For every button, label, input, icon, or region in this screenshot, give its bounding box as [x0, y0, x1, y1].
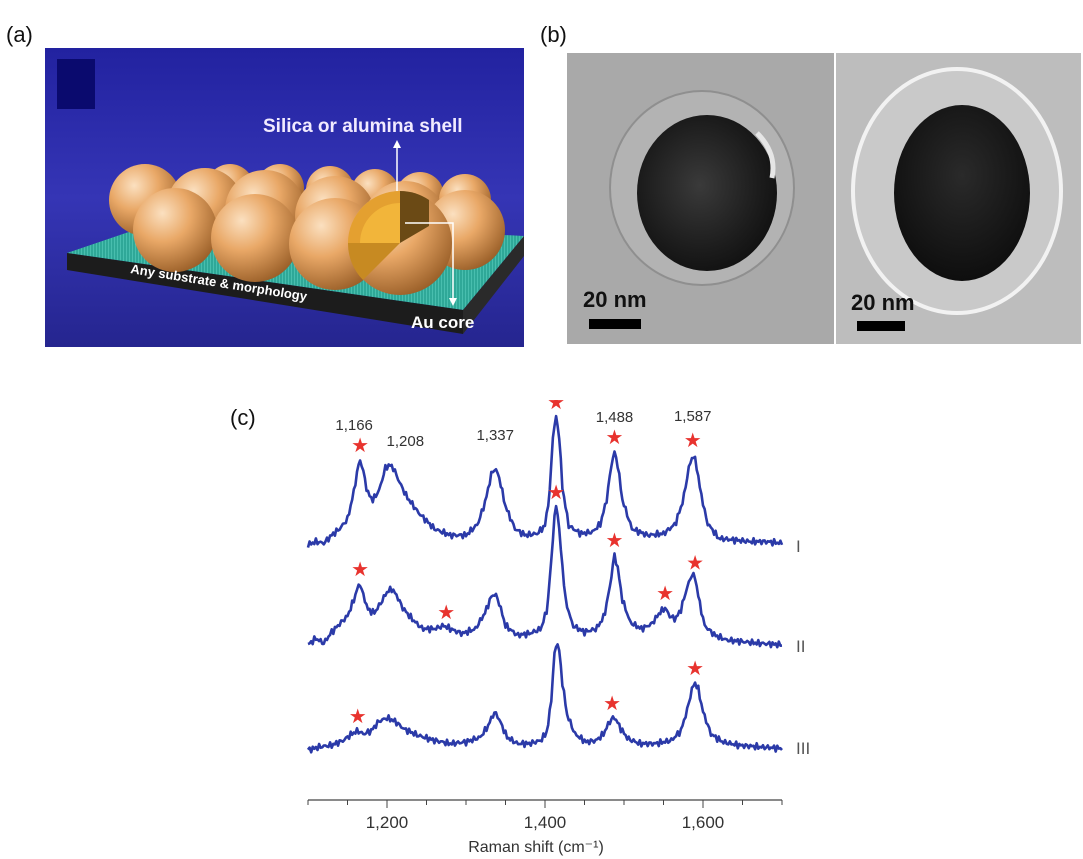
peak-label-4: 1,488 [596, 409, 634, 426]
gold-core-left [637, 115, 777, 271]
series-label-I: I [796, 537, 801, 556]
peak-label-5: 1,587 [674, 408, 712, 425]
peak-label-1: 1,208 [387, 433, 425, 450]
peak-label-0: 1,166 [335, 417, 373, 434]
panel-label-a: (a) [6, 22, 33, 47]
x-tick-label: 1,200 [366, 813, 409, 832]
substrate-side [463, 236, 524, 334]
x-tick-label: 1,400 [524, 813, 567, 832]
peak-marker-I-2: ★ [606, 427, 624, 449]
scale-bar-right [857, 321, 905, 331]
series-label-II: II [796, 637, 805, 656]
spectrum-line-II [307, 504, 783, 649]
x-axis: 1,200 1,400 1,600 [307, 799, 783, 832]
peak-marker-II-2: ★ [547, 482, 565, 504]
scale-bar-left [589, 319, 641, 329]
tem-image-left: 20 nm [567, 53, 834, 344]
peak-marker-II-3: ★ [606, 530, 624, 552]
peak-marker-II-1: ★ [437, 602, 455, 624]
panel-label-b: (b) [540, 22, 567, 47]
shell-label: Silica or alumina shell [263, 116, 463, 137]
plot-area: I★★★★II★★★★★★III★★★1,1661,2081,3371,4141… [306, 400, 810, 758]
spectrum-line-I [306, 414, 784, 548]
spectrum-line-III [306, 643, 783, 754]
series-label-III: III [796, 739, 810, 758]
x-tick-label: 1,600 [682, 813, 725, 832]
peak-marker-I-3: ★ [684, 430, 702, 452]
peak-marker-II-5: ★ [686, 553, 704, 575]
substrate-front [67, 253, 463, 334]
raman-spectra-chart: I★★★★II★★★★★★III★★★1,1661,2081,3371,4141… [306, 400, 810, 856]
dark-corner-square [57, 59, 95, 109]
gold-core-right [894, 105, 1030, 281]
peak-marker-III-2: ★ [686, 658, 704, 680]
core-pointer-arrow [449, 298, 457, 306]
tem-image-right: 20 nm [836, 53, 1081, 344]
peak-marker-III-1: ★ [603, 693, 621, 715]
scale-bar-label-right: 20 nm [851, 290, 915, 315]
core-shell-schematic: Silica or alumina shell Any substrate & … [45, 48, 524, 347]
shell-pointer-arrow [393, 140, 401, 148]
peak-marker-II-0: ★ [351, 559, 369, 581]
scale-bar-label-left: 20 nm [583, 287, 647, 312]
core-label: Au core [411, 313, 474, 332]
panel-label-c: (c) [230, 405, 256, 430]
peak-label-2: 1,337 [476, 427, 514, 444]
core-cutaway [347, 191, 429, 280]
peak-marker-I-0: ★ [351, 435, 369, 457]
core-pointer-line [405, 222, 454, 300]
peak-marker-II-4: ★ [656, 583, 674, 605]
x-axis-label: Raman shift (cm⁻¹) [468, 839, 604, 856]
peak-marker-III-0: ★ [349, 706, 367, 728]
peak-marker-I-1: ★ [547, 400, 565, 414]
tem-micrographs: 20 nm 20 nm [567, 53, 1081, 344]
